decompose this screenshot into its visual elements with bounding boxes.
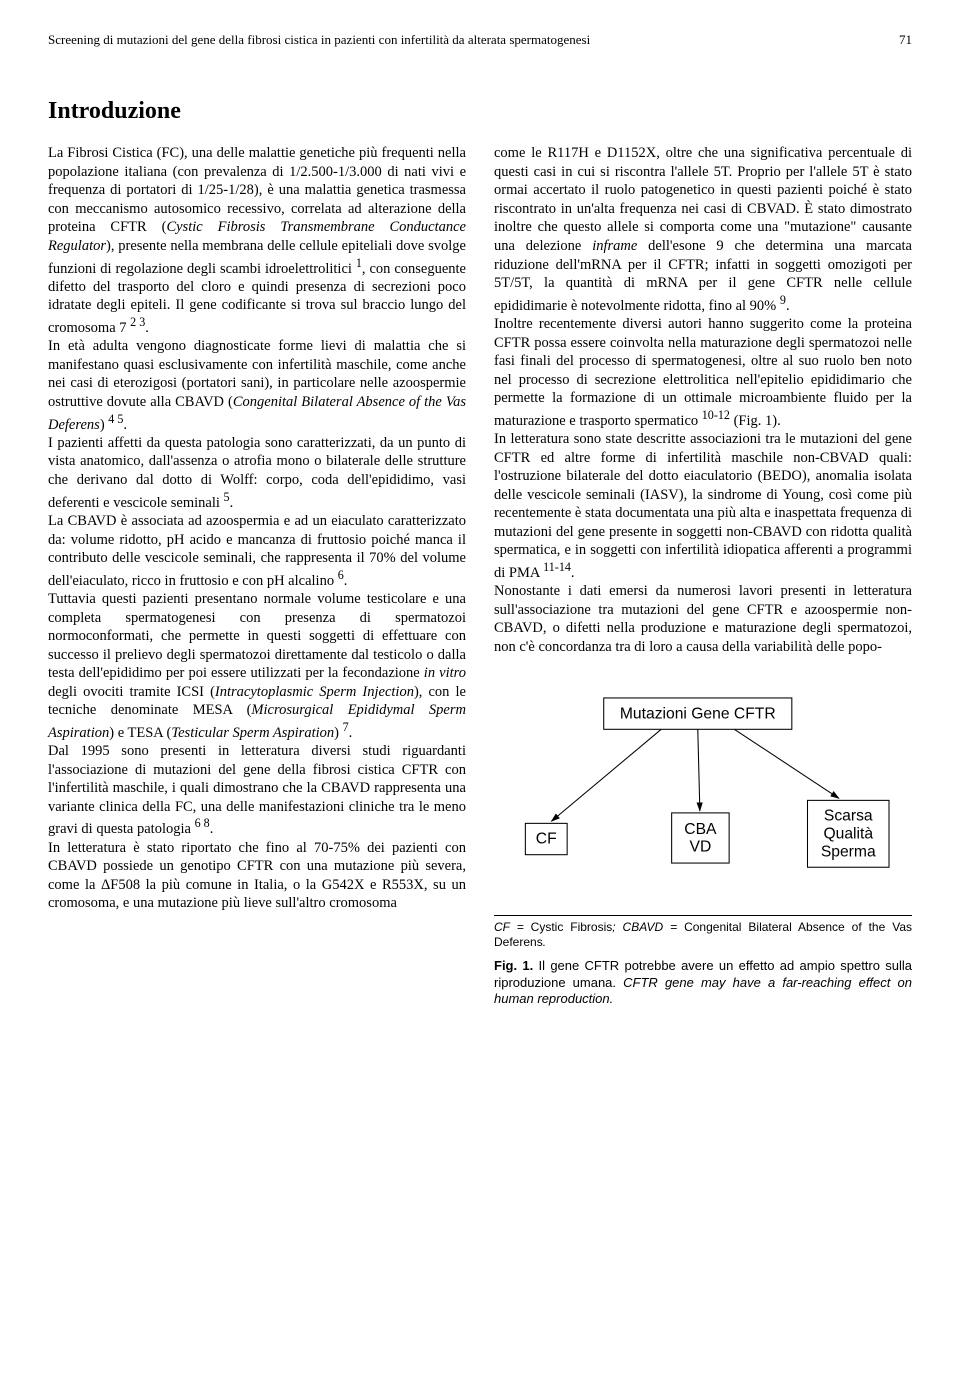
diagram-node-cf: CF bbox=[525, 823, 567, 854]
diagram-node-root: Mutazioni Gene CFTR bbox=[604, 697, 792, 728]
svg-text:CBA: CBA bbox=[684, 820, 717, 837]
left-column: La Fibrosi Cistica (FC), una delle malat… bbox=[48, 144, 466, 1008]
two-column-layout: La Fibrosi Cistica (FC), una delle malat… bbox=[48, 144, 912, 1008]
figure-abbreviations: CF = Cystic Fibrosis; CBAVD = Congenital… bbox=[494, 920, 912, 951]
svg-text:Qualità: Qualità bbox=[823, 825, 873, 842]
running-title: Screening di mutazioni del gene della fi… bbox=[48, 32, 590, 48]
figure-caption-rule bbox=[494, 915, 912, 916]
right-column: come le R117H e D1152X, oltre che una si… bbox=[494, 144, 912, 1008]
section-title: Introduzione bbox=[48, 96, 912, 126]
right-column-text: come le R117H e D1152X, oltre che una si… bbox=[494, 144, 912, 656]
figure-label: Fig. 1. bbox=[494, 958, 533, 973]
svg-text:Sperma: Sperma bbox=[821, 843, 876, 860]
left-column-text: La Fibrosi Cistica (FC), una delle malat… bbox=[48, 144, 466, 913]
svg-text:VD: VD bbox=[690, 838, 712, 855]
diagram-edge bbox=[734, 729, 839, 798]
figure-1: Mutazioni Gene CFTR CF CBAVD ScarsaQualitàS… bbox=[494, 677, 912, 1009]
diagram-node-cbavd: CBAVD bbox=[672, 812, 729, 862]
diagram-node-scarsa: ScarsaQualitàSperma bbox=[808, 800, 890, 867]
svg-text:CF: CF bbox=[536, 830, 557, 847]
page-number: 71 bbox=[899, 32, 912, 48]
figure-1-diagram: Mutazioni Gene CFTR CF CBAVD ScarsaQualitàS… bbox=[494, 677, 912, 907]
svg-text:Scarsa: Scarsa bbox=[824, 807, 873, 824]
svg-text:Mutazioni Gene CFTR: Mutazioni Gene CFTR bbox=[620, 705, 776, 722]
running-header: Screening di mutazioni del gene della fi… bbox=[48, 32, 912, 48]
diagram-edge bbox=[698, 729, 700, 811]
diagram-edge bbox=[551, 729, 661, 821]
figure-caption: Fig. 1. Il gene CFTR potrebbe avere un e… bbox=[494, 958, 912, 1008]
